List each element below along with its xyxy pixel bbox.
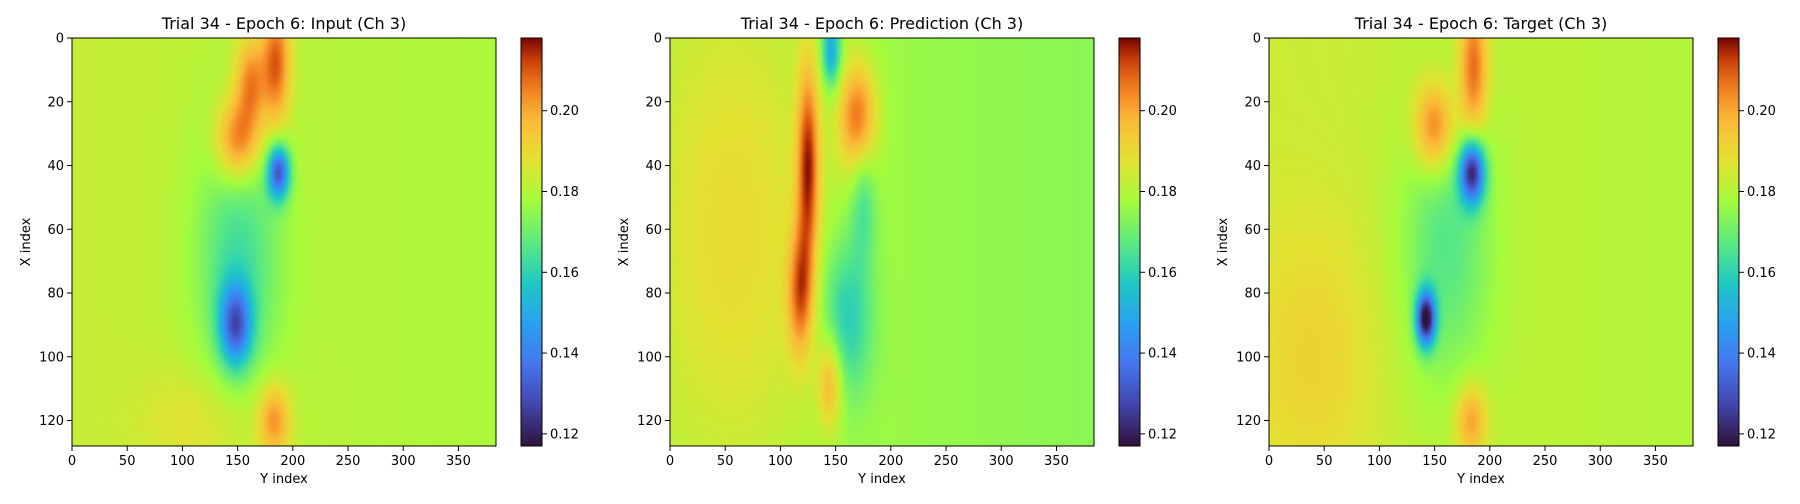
x-axis-label: Y index [1456,472,1505,487]
x-tick-label: 350 [1643,454,1668,469]
y-tick-label: 0 [654,32,662,47]
colorbar-tick-label: 0.20 [550,104,579,119]
y-tick-label: 120 [39,414,64,429]
panel-title: Trial 34 - Epoch 6: Target (Ch 3) [1354,14,1607,33]
x-tick-label: 200 [1477,454,1502,469]
panel-2: Trial 34 - Epoch 6: Prediction (Ch 3) 0 50… [617,14,1177,487]
x-axis-label: Y index [259,472,308,487]
x-tick-label: 250 [1533,454,1558,469]
colorbar-tick-label: 0.14 [1747,347,1776,362]
x-tick-label: 200 [878,454,903,469]
y-tick-label: 0 [1253,32,1261,47]
colorbar-tick-label: 0.12 [550,427,579,442]
y-tick-label: 20 [645,95,662,110]
y-axis-label: X index [19,217,34,266]
x-tick-label: 100 [1367,454,1392,469]
colorbar-tick-label: 0.16 [1747,266,1776,281]
x-tick-label: 350 [1044,454,1069,469]
y-tick-label: 60 [47,223,64,238]
colorbar-tick-label: 0.20 [1747,104,1776,119]
y-tick-label: 60 [645,223,662,238]
x-tick-label: 350 [446,454,471,469]
x-tick-label: 100 [768,454,793,469]
x-tick-label: 300 [1588,454,1613,469]
y-tick-label: 120 [1236,414,1261,429]
x-tick-label: 150 [823,454,848,469]
colorbar-tick-label: 0.14 [1148,347,1177,362]
x-tick-label: 0 [1265,454,1273,469]
x-tick-label: 300 [391,454,416,469]
y-tick-label: 20 [47,95,64,110]
y-axis-label: X index [1216,217,1231,266]
y-tick-label: 40 [1244,159,1261,174]
y-axis-label: X index [617,217,632,266]
y-tick-label: 100 [637,350,662,365]
colorbar-tick-label: 0.14 [550,347,579,362]
y-tick-label: 40 [47,159,64,174]
y-tick-label: 80 [645,287,662,302]
y-tick-label: 40 [645,159,662,174]
plot-frame [669,37,1095,447]
y-tick-label: 0 [56,32,64,47]
x-tick-label: 0 [666,454,674,469]
colorbar [520,37,543,447]
x-tick-label: 100 [170,454,195,469]
x-tick-label: 200 [280,454,305,469]
colorbar-tick-label: 0.18 [550,185,579,200]
x-tick-label: 50 [119,454,136,469]
x-tick-label: 300 [989,454,1014,469]
colorbar-tick-label: 0.16 [1148,266,1177,281]
panel-3: Trial 34 - Epoch 6: Target (Ch 3) 0 50 100 1… [1216,14,1776,487]
x-tick-label: 250 [336,454,361,469]
colorbar-tick-label: 0.18 [1747,185,1776,200]
panel-title: Trial 34 - Epoch 6: Prediction (Ch 3) [740,14,1023,33]
colorbar-tick-label: 0.16 [550,266,579,281]
colorbar-tick-label: 0.20 [1148,104,1177,119]
y-tick-label: 120 [637,414,662,429]
colorbar-tick-label: 0.18 [1148,185,1177,200]
y-tick-label: 100 [1236,350,1261,365]
y-tick-label: 100 [39,350,64,365]
x-tick-label: 0 [68,454,76,469]
y-tick-label: 80 [1244,287,1261,302]
panel-title: Trial 34 - Epoch 6: Input (Ch 3) [161,14,406,33]
colorbar [1118,37,1141,447]
y-tick-label: 20 [1244,95,1261,110]
x-tick-label: 150 [1422,454,1447,469]
x-tick-label: 150 [225,454,250,469]
colorbar-tick-label: 0.12 [1747,427,1776,442]
panel-1: Trial 34 - Epoch 6: Input (Ch 3) 0 50 100 15… [19,14,579,487]
y-tick-label: 60 [1244,223,1261,238]
heatmap-image [670,38,1094,446]
colorbar-tick-label: 0.12 [1148,427,1177,442]
colorbar [1717,37,1740,447]
plot-frame [1268,37,1694,447]
x-axis-label: Y index [857,472,906,487]
heatmap-image [1269,38,1693,446]
y-tick-label: 80 [47,287,64,302]
plot-frame [71,37,497,447]
x-tick-label: 50 [1316,454,1333,469]
heatmap-image [72,38,496,446]
x-tick-label: 250 [934,454,959,469]
x-tick-label: 50 [717,454,734,469]
